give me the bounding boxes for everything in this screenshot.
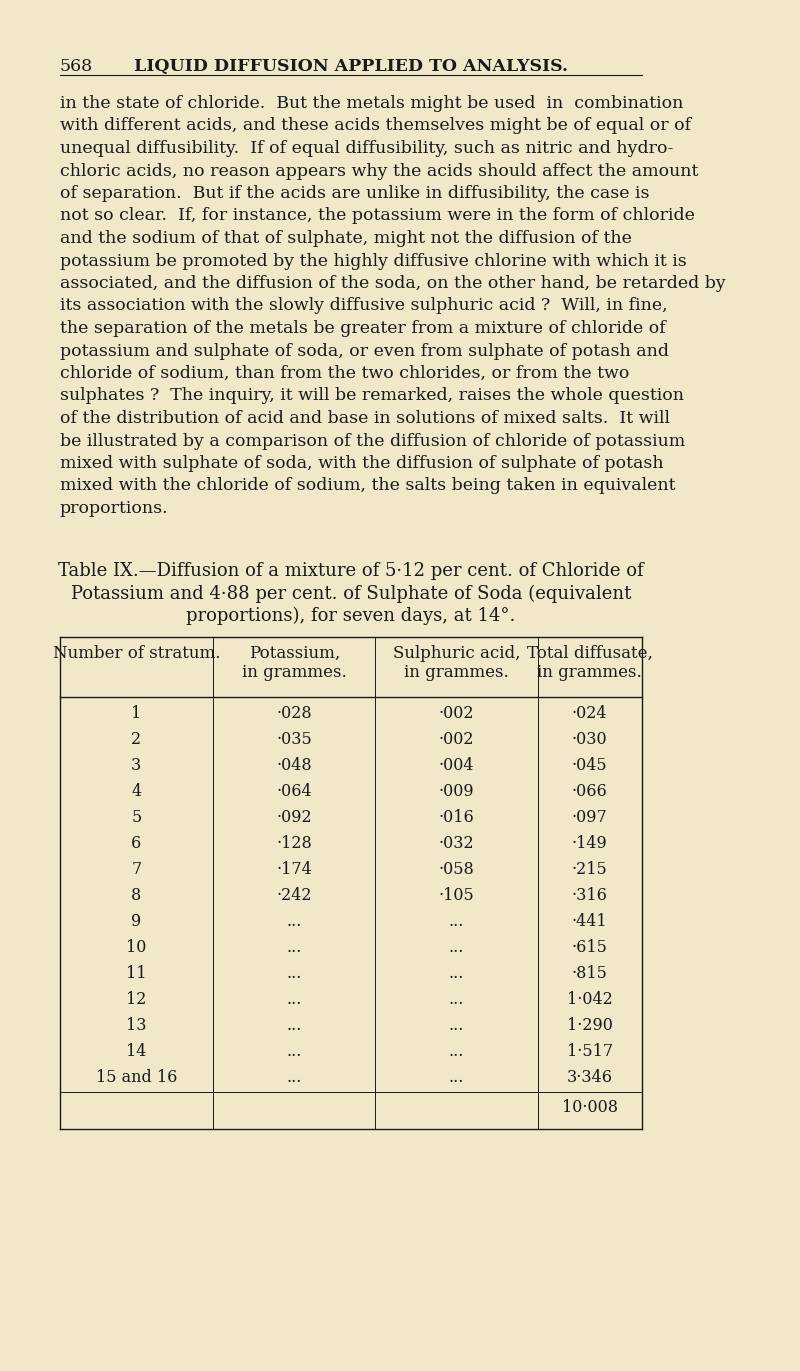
Text: not so clear.  If, for instance, the potassium were in the form of chloride: not so clear. If, for instance, the pota… [60,207,694,225]
Text: 1·042: 1·042 [567,990,613,1008]
Text: chloride of sodium, than from the two chlorides, or from the two: chloride of sodium, than from the two ch… [60,365,629,383]
Text: mixed with sulphate of soda, with the diffusion of sulphate of potash: mixed with sulphate of soda, with the di… [60,455,663,472]
Text: unequal diffusibility.  If of equal diffusibility, such as nitric and hydro-: unequal diffusibility. If of equal diffu… [60,140,673,158]
Text: ·045: ·045 [572,757,607,773]
Text: ·815: ·815 [572,965,608,982]
Text: ·035: ·035 [276,731,312,747]
Text: ·242: ·242 [277,887,312,903]
Text: ·615: ·615 [572,939,608,956]
Text: ·058: ·058 [438,861,474,877]
Text: 10: 10 [126,939,146,956]
Text: ·092: ·092 [277,809,312,825]
Text: proportions), for seven days, at 14°.: proportions), for seven days, at 14°. [186,606,515,625]
Text: and the sodium of that of sulphate, might not the diffusion of the: and the sodium of that of sulphate, migh… [60,230,631,247]
Text: ...: ... [286,939,302,956]
Text: potassium be promoted by the highly diffusive chlorine with which it is: potassium be promoted by the highly diff… [60,252,686,270]
Text: ...: ... [286,965,302,982]
Text: with different acids, and these acids themselves might be of equal or of: with different acids, and these acids th… [60,118,690,134]
Text: ...: ... [449,1068,464,1086]
Text: LIQUID DIFFUSION APPLIED TO ANALYSIS.: LIQUID DIFFUSION APPLIED TO ANALYSIS. [134,58,568,75]
Text: ·316: ·316 [572,887,608,903]
Text: ...: ... [449,913,464,930]
Text: proportions.: proportions. [60,500,168,517]
Text: 2: 2 [131,731,142,747]
Text: ·048: ·048 [277,757,312,773]
Text: ...: ... [286,1016,302,1034]
Text: ...: ... [286,913,302,930]
Text: ·128: ·128 [276,835,312,851]
Text: ·016: ·016 [438,809,474,825]
Text: ...: ... [449,965,464,982]
Text: ·215: ·215 [572,861,608,877]
Text: Total diffusate,
in grammes.: Total diffusate, in grammes. [527,644,653,681]
Text: the separation of the metals be greater from a mixture of chloride of: the separation of the metals be greater … [60,319,666,337]
Text: ·174: ·174 [276,861,312,877]
Text: sulphates ?  The inquiry, it will be remarked, raises the whole question: sulphates ? The inquiry, it will be rema… [60,388,684,404]
Text: 15 and 16: 15 and 16 [96,1068,177,1086]
Text: 10·008: 10·008 [562,1100,618,1116]
Text: ·032: ·032 [438,835,474,851]
Text: of separation.  But if the acids are unlike in diffusibility, the case is: of separation. But if the acids are unli… [60,185,649,202]
Text: 7: 7 [131,861,142,877]
Text: 6: 6 [131,835,142,851]
Text: potassium and sulphate of soda, or even from sulphate of potash and: potassium and sulphate of soda, or even … [60,343,669,359]
Text: 8: 8 [131,887,142,903]
Text: ·002: ·002 [438,705,474,721]
Text: Number of stratum.: Number of stratum. [53,644,220,661]
Text: mixed with the chloride of sodium, the salts being taken in equivalent: mixed with the chloride of sodium, the s… [60,477,675,495]
Text: 568: 568 [60,58,93,75]
Text: Sulphuric acid,
in grammes.: Sulphuric acid, in grammes. [393,644,520,681]
Text: 14: 14 [126,1042,146,1060]
Text: ·004: ·004 [438,757,474,773]
Text: 1·290: 1·290 [567,1016,613,1034]
Text: 13: 13 [126,1016,146,1034]
Text: Potassium and 4·88 per cent. of Sulphate of Soda (equivalent: Potassium and 4·88 per cent. of Sulphate… [70,584,631,603]
Text: ·441: ·441 [572,913,607,930]
Text: ·064: ·064 [277,783,312,799]
Text: ·066: ·066 [572,783,608,799]
Text: ...: ... [286,1068,302,1086]
Text: Potassium,
in grammes.: Potassium, in grammes. [242,644,346,681]
Text: ·149: ·149 [572,835,608,851]
Text: ·097: ·097 [572,809,608,825]
Text: 4: 4 [131,783,142,799]
Text: associated, and the diffusion of the soda, on the other hand, be retarded by: associated, and the diffusion of the sod… [60,276,726,292]
Text: ·009: ·009 [438,783,474,799]
Text: chloric acids, no reason appears why the acids should affect the amount: chloric acids, no reason appears why the… [60,163,698,180]
Text: ·028: ·028 [277,705,312,721]
Text: Table IX.—Diffusion of a mixture of 5·12 per cent. of Chloride of: Table IX.—Diffusion of a mixture of 5·12… [58,562,643,580]
Text: ...: ... [286,1042,302,1060]
Text: 3·346: 3·346 [566,1068,613,1086]
Text: of the distribution of acid and base in solutions of mixed salts.  It will: of the distribution of acid and base in … [60,410,670,426]
Text: ...: ... [449,1016,464,1034]
Text: in the state of chloride.  But the metals might be used  in  combination: in the state of chloride. But the metals… [60,95,683,112]
Text: 11: 11 [126,965,146,982]
Text: 9: 9 [131,913,142,930]
Text: ...: ... [449,990,464,1008]
Text: ·030: ·030 [572,731,607,747]
Text: 1·517: 1·517 [566,1042,613,1060]
Text: ·024: ·024 [572,705,607,721]
Text: ...: ... [286,990,302,1008]
Text: its association with the slowly diffusive sulphuric acid ?  Will, in fine,: its association with the slowly diffusiv… [60,298,667,314]
Text: ...: ... [449,939,464,956]
Text: 5: 5 [131,809,142,825]
Text: ...: ... [449,1042,464,1060]
Text: 12: 12 [126,990,146,1008]
Text: 3: 3 [131,757,142,773]
Text: be illustrated by a comparison of the diffusion of chloride of potassium: be illustrated by a comparison of the di… [60,432,685,450]
Text: ·002: ·002 [438,731,474,747]
Text: ·105: ·105 [438,887,474,903]
Text: 1: 1 [131,705,142,721]
